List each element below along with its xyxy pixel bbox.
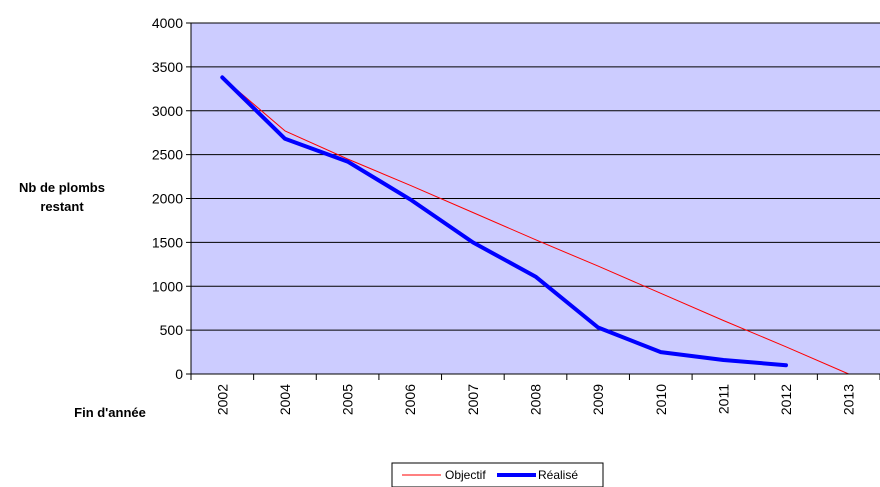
y-tick-label: 2000 bbox=[152, 191, 183, 207]
x-tick-label: 2010 bbox=[653, 384, 669, 415]
x-tick-label: 2008 bbox=[528, 384, 544, 415]
x-tick-label: 2007 bbox=[465, 384, 481, 415]
y-axis-ticks: 0 500 1000 1500 2000 2500 3000 3500 4000 bbox=[152, 15, 191, 382]
series-layer bbox=[220, 75, 850, 375]
y-axis-title-line-1: Nb de plombs bbox=[19, 180, 105, 195]
series-line-realise bbox=[220, 75, 788, 368]
series-line-objectif bbox=[221, 76, 850, 375]
legend-label-objectif: Objectif bbox=[445, 468, 486, 482]
x-tick-label: 2011 bbox=[715, 384, 731, 414]
y-axis-title-line-2: restant bbox=[40, 199, 84, 214]
x-tick-label: 2009 bbox=[590, 384, 606, 415]
legend-label-realise: Réalisé bbox=[538, 468, 578, 482]
x-tick-label: 2006 bbox=[402, 384, 418, 415]
y-tick-label: 0 bbox=[175, 366, 183, 382]
legend: Objectif Réalisé bbox=[391, 462, 604, 487]
y-tick-label: 1500 bbox=[152, 234, 183, 250]
x-tick-label: 2005 bbox=[340, 384, 356, 415]
y-tick-label: 1000 bbox=[152, 278, 183, 294]
x-tick-label: 2004 bbox=[277, 384, 293, 415]
y-tick-label: 3500 bbox=[152, 59, 183, 75]
x-axis-title: Fin d'année bbox=[74, 405, 146, 420]
y-tick-label: 4000 bbox=[152, 15, 183, 31]
gridlines bbox=[191, 22, 880, 331]
y-tick-label: 500 bbox=[160, 322, 184, 338]
y-tick-label: 3000 bbox=[152, 103, 183, 119]
x-tick-label: 2002 bbox=[214, 384, 230, 415]
y-tick-label: 2500 bbox=[152, 147, 183, 163]
x-tick-label: 2012 bbox=[778, 384, 794, 415]
x-tick-label: 2013 bbox=[841, 384, 857, 415]
x-axis-ticks: 2002 2004 2005 2006 2007 2008 2009 2010 2011 2012… bbox=[190, 374, 880, 415]
